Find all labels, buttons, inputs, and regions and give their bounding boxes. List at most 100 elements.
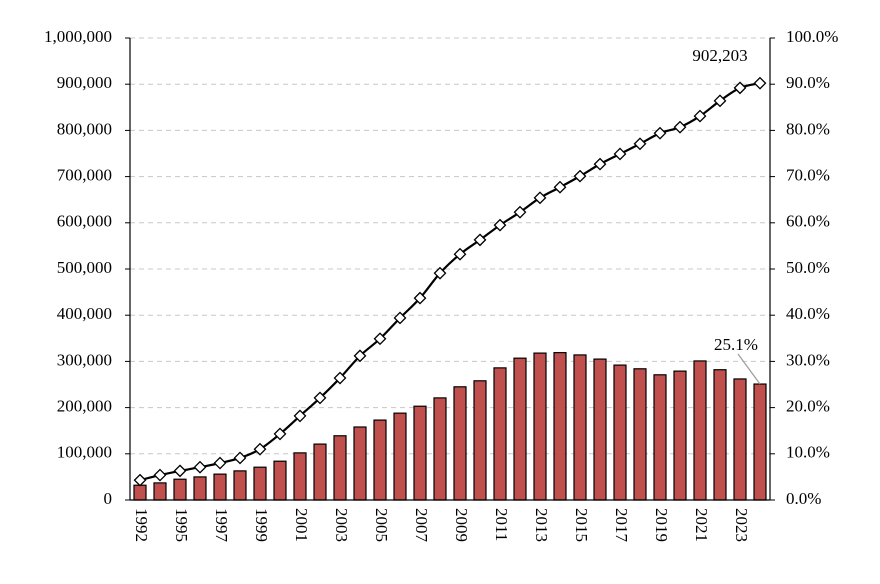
x-tick-label: 2017 bbox=[612, 508, 631, 543]
marker bbox=[453, 247, 467, 261]
line bbox=[139, 82, 761, 482]
x-tick-label: 2019 bbox=[652, 508, 671, 542]
bar bbox=[133, 484, 147, 501]
bar bbox=[373, 419, 387, 501]
y-tick-label: 500,000 bbox=[57, 258, 112, 277]
x-tick-label: 2005 bbox=[372, 508, 391, 542]
y2-tick-label: 40.0% bbox=[786, 304, 830, 323]
bar bbox=[653, 374, 667, 501]
marker bbox=[613, 147, 627, 161]
y2-tick-label: 100.0% bbox=[786, 27, 838, 46]
y-tick-label: 0 bbox=[104, 489, 113, 508]
y-tick-label: 200,000 bbox=[57, 397, 112, 416]
bar bbox=[713, 369, 727, 501]
bar bbox=[253, 466, 267, 501]
bar bbox=[453, 386, 467, 501]
marker bbox=[533, 191, 547, 205]
x-tick-label: 2009 bbox=[452, 508, 471, 542]
y2-tick-label: 30.0% bbox=[786, 350, 830, 369]
y2-tick-label: 80.0% bbox=[786, 119, 830, 138]
bar bbox=[213, 473, 227, 501]
bar bbox=[313, 443, 327, 501]
x-tick-label: 2003 bbox=[332, 508, 351, 542]
marker bbox=[353, 349, 367, 363]
bar bbox=[413, 405, 427, 501]
marker bbox=[713, 94, 727, 108]
y-tick-label: 800,000 bbox=[57, 119, 112, 138]
y2-tick-label: 70.0% bbox=[786, 166, 830, 185]
marker bbox=[653, 126, 667, 140]
bar bbox=[613, 364, 627, 501]
bar bbox=[573, 354, 587, 501]
marker bbox=[253, 442, 267, 456]
marker bbox=[413, 291, 427, 305]
x-tick-label: 1999 bbox=[252, 508, 271, 542]
x-tick-label: 1997 bbox=[212, 508, 231, 543]
marker bbox=[133, 473, 147, 487]
marker bbox=[233, 451, 247, 465]
bar bbox=[273, 460, 287, 501]
bar bbox=[693, 360, 707, 501]
marker bbox=[553, 180, 567, 194]
y2-tick-label: 90.0% bbox=[786, 73, 830, 92]
marker bbox=[753, 76, 767, 90]
marker bbox=[693, 109, 707, 123]
bar bbox=[553, 352, 567, 501]
y2-tick-label: 60.0% bbox=[786, 212, 830, 231]
marker bbox=[493, 218, 507, 232]
bar bbox=[353, 426, 367, 501]
x-tick-label: 2015 bbox=[572, 508, 591, 542]
bar bbox=[233, 470, 247, 501]
bar bbox=[333, 435, 347, 501]
marker bbox=[373, 332, 387, 346]
marker bbox=[393, 311, 407, 325]
bar bbox=[153, 482, 167, 501]
bar bbox=[493, 367, 507, 501]
bar bbox=[393, 412, 407, 501]
bar bbox=[533, 352, 547, 501]
bar bbox=[433, 397, 447, 501]
marker bbox=[673, 120, 687, 134]
x-tick-label: 2021 bbox=[692, 508, 711, 542]
bar bbox=[473, 380, 487, 501]
y-tick-label: 900,000 bbox=[57, 73, 112, 92]
y2-tick-label: 20.0% bbox=[786, 397, 830, 416]
x-tick-label: 2023 bbox=[732, 508, 751, 542]
marker bbox=[173, 464, 187, 478]
y-tick-label: 400,000 bbox=[57, 304, 112, 323]
y-tick-label: 600,000 bbox=[57, 212, 112, 231]
y2-tick-label: 0.0% bbox=[786, 489, 821, 508]
bar bbox=[753, 383, 767, 501]
y-tick-label: 1,000,000 bbox=[44, 27, 112, 46]
bar bbox=[593, 358, 607, 501]
bar bbox=[633, 368, 647, 501]
marker bbox=[733, 81, 747, 95]
bar bbox=[733, 378, 747, 501]
marker bbox=[633, 137, 647, 151]
marker bbox=[313, 391, 327, 405]
y-tick-label: 700,000 bbox=[57, 166, 112, 185]
bar bbox=[173, 478, 187, 501]
marker bbox=[473, 233, 487, 247]
marker bbox=[293, 409, 307, 423]
bar bbox=[293, 452, 307, 501]
marker bbox=[433, 266, 447, 280]
marker bbox=[593, 157, 607, 171]
y2-tick-label: 50.0% bbox=[786, 258, 830, 277]
bar bbox=[673, 370, 687, 501]
marker bbox=[213, 456, 227, 470]
y-tick-label: 300,000 bbox=[57, 350, 112, 369]
x-tick-label: 2001 bbox=[292, 508, 311, 542]
x-tick-label: 2013 bbox=[532, 508, 551, 542]
x-tick-label: 2007 bbox=[412, 508, 431, 543]
y2-tick-label: 10.0% bbox=[786, 443, 830, 462]
y-tick-label: 100,000 bbox=[57, 443, 112, 462]
marker bbox=[573, 169, 587, 183]
x-tick-label: 1992 bbox=[132, 508, 151, 542]
marker bbox=[333, 371, 347, 385]
marker bbox=[193, 460, 207, 474]
x-tick-label: 2011 bbox=[492, 508, 511, 541]
bar bbox=[193, 476, 207, 501]
leader-line bbox=[737, 353, 761, 385]
